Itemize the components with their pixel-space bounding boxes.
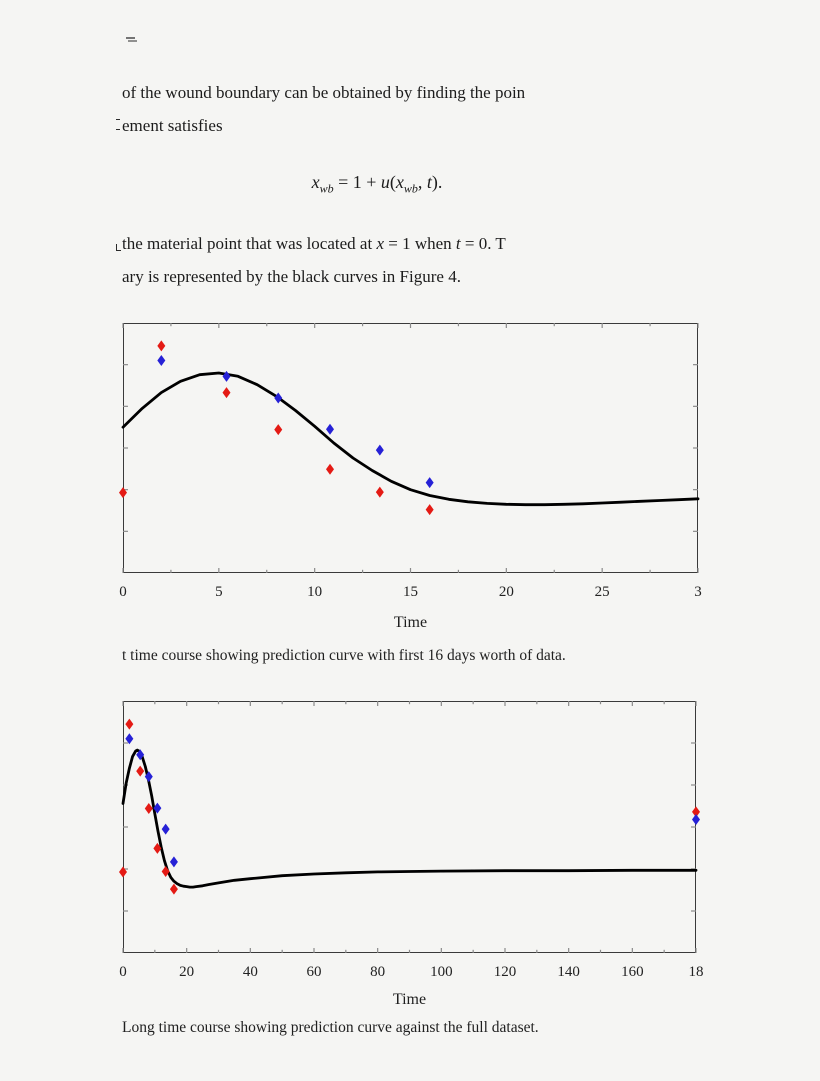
blue-data-point: [692, 813, 700, 825]
red-data-point: [692, 806, 700, 818]
equation-func-u: u: [380, 172, 390, 192]
x-tick-label: 0: [119, 584, 127, 600]
equation-var-x2: x: [395, 172, 404, 192]
red-data-point: [144, 803, 153, 815]
x-tick-label: 80: [370, 964, 385, 980]
blue-data-point: [144, 771, 153, 783]
red-data-point: [136, 765, 145, 777]
x-tick-label: 100: [430, 964, 453, 980]
paragraph-line: ary is represented by the black curves i…: [122, 267, 461, 286]
blue-data-point: [222, 370, 231, 382]
clipped-glyph: [116, 244, 121, 251]
equation-comma: ,: [417, 172, 427, 192]
equation-subscript-wb2: wb: [403, 181, 418, 196]
blue-data-point: [326, 423, 334, 435]
paragraph-line: ement satisfies: [122, 116, 223, 135]
equation-subscript-wb: wb: [319, 181, 334, 196]
red-data-point: [274, 424, 283, 436]
math-var-t: t: [455, 234, 461, 253]
x-tick-label: 60: [307, 964, 322, 980]
math-var-x: x: [376, 234, 384, 253]
figure2-plot-area: 0 20 40 60 80 100 120 140 160 18: [119, 701, 704, 980]
blue-data-point: [125, 733, 134, 745]
red-data-point: [119, 866, 127, 878]
x-tick-label: 40: [243, 964, 258, 980]
x-tick-label: 3: [694, 584, 702, 600]
equation-equals: = 1 +: [333, 172, 381, 192]
blue-data-point: [136, 749, 145, 761]
figure2-xlabel: Time: [392, 991, 427, 1008]
chart-canvas: 0 20 40 60 80 100 120 140 160 18: [119, 701, 704, 980]
equation-close-paren: ).: [431, 172, 443, 192]
x-tick-label: 10: [307, 584, 322, 600]
blue-data-point: [161, 823, 170, 835]
equation: xwb = 1 + u(xwb, t).: [122, 172, 632, 197]
x-tick-label: 140: [557, 964, 580, 980]
equation-var-t: t: [426, 172, 432, 192]
red-data-point: [169, 883, 178, 895]
paragraph-text: = 1 when: [383, 234, 456, 253]
red-data-point: [222, 387, 231, 399]
red-data-point: [375, 486, 384, 498]
paragraph-text: = 0. T: [460, 234, 506, 253]
paragraph-line: of the wound boundary can be obtained by…: [122, 83, 526, 102]
prediction-curve: [121, 748, 698, 889]
plot-border: [123, 701, 696, 953]
red-data-point: [161, 866, 170, 878]
x-tick-label: 15: [403, 584, 418, 600]
prediction-curve: [121, 371, 700, 507]
x-tick-label: 18: [689, 964, 704, 980]
equation-var-x: x: [311, 172, 320, 192]
x-tick-label: 160: [621, 964, 644, 980]
red-data-point: [153, 842, 162, 854]
x-tick-label: 25: [595, 584, 610, 600]
x-tick-label: 20: [499, 584, 514, 600]
x-tick-label: 0: [119, 964, 127, 980]
chart-canvas: 0 5 10 15 20 25 3: [119, 323, 702, 600]
blue-data-point: [274, 392, 283, 404]
clipped-glyph: [116, 119, 120, 130]
plot-border: [123, 323, 698, 573]
red-data-point: [157, 340, 166, 352]
red-data-point: [425, 504, 434, 516]
red-data-point: [326, 463, 334, 475]
x-tick-label: 120: [494, 964, 517, 980]
figure1-caption: t time course showing prediction curve w…: [122, 647, 566, 664]
paragraph-line: the material point that was located at x…: [122, 235, 506, 252]
figure1-plot-area: 0 5 10 15 20 25 3: [119, 323, 702, 600]
red-data-point: [125, 718, 134, 730]
equation-open-paren: (: [389, 172, 396, 192]
figure2-caption: Long time course showing prediction curv…: [122, 1019, 539, 1036]
blue-data-point: [425, 477, 434, 489]
blue-data-point: [157, 355, 166, 366]
blue-data-point: [375, 444, 384, 456]
figure1-xlabel: Time: [393, 614, 428, 631]
blue-data-point: [153, 802, 162, 814]
red-data-point: [119, 487, 127, 499]
paragraph-text: the material point that was located at: [122, 234, 377, 253]
x-tick-label: 20: [179, 964, 194, 980]
stray-mark: [126, 37, 135, 39]
blue-data-point: [169, 856, 178, 868]
x-tick-label: 5: [215, 584, 223, 600]
